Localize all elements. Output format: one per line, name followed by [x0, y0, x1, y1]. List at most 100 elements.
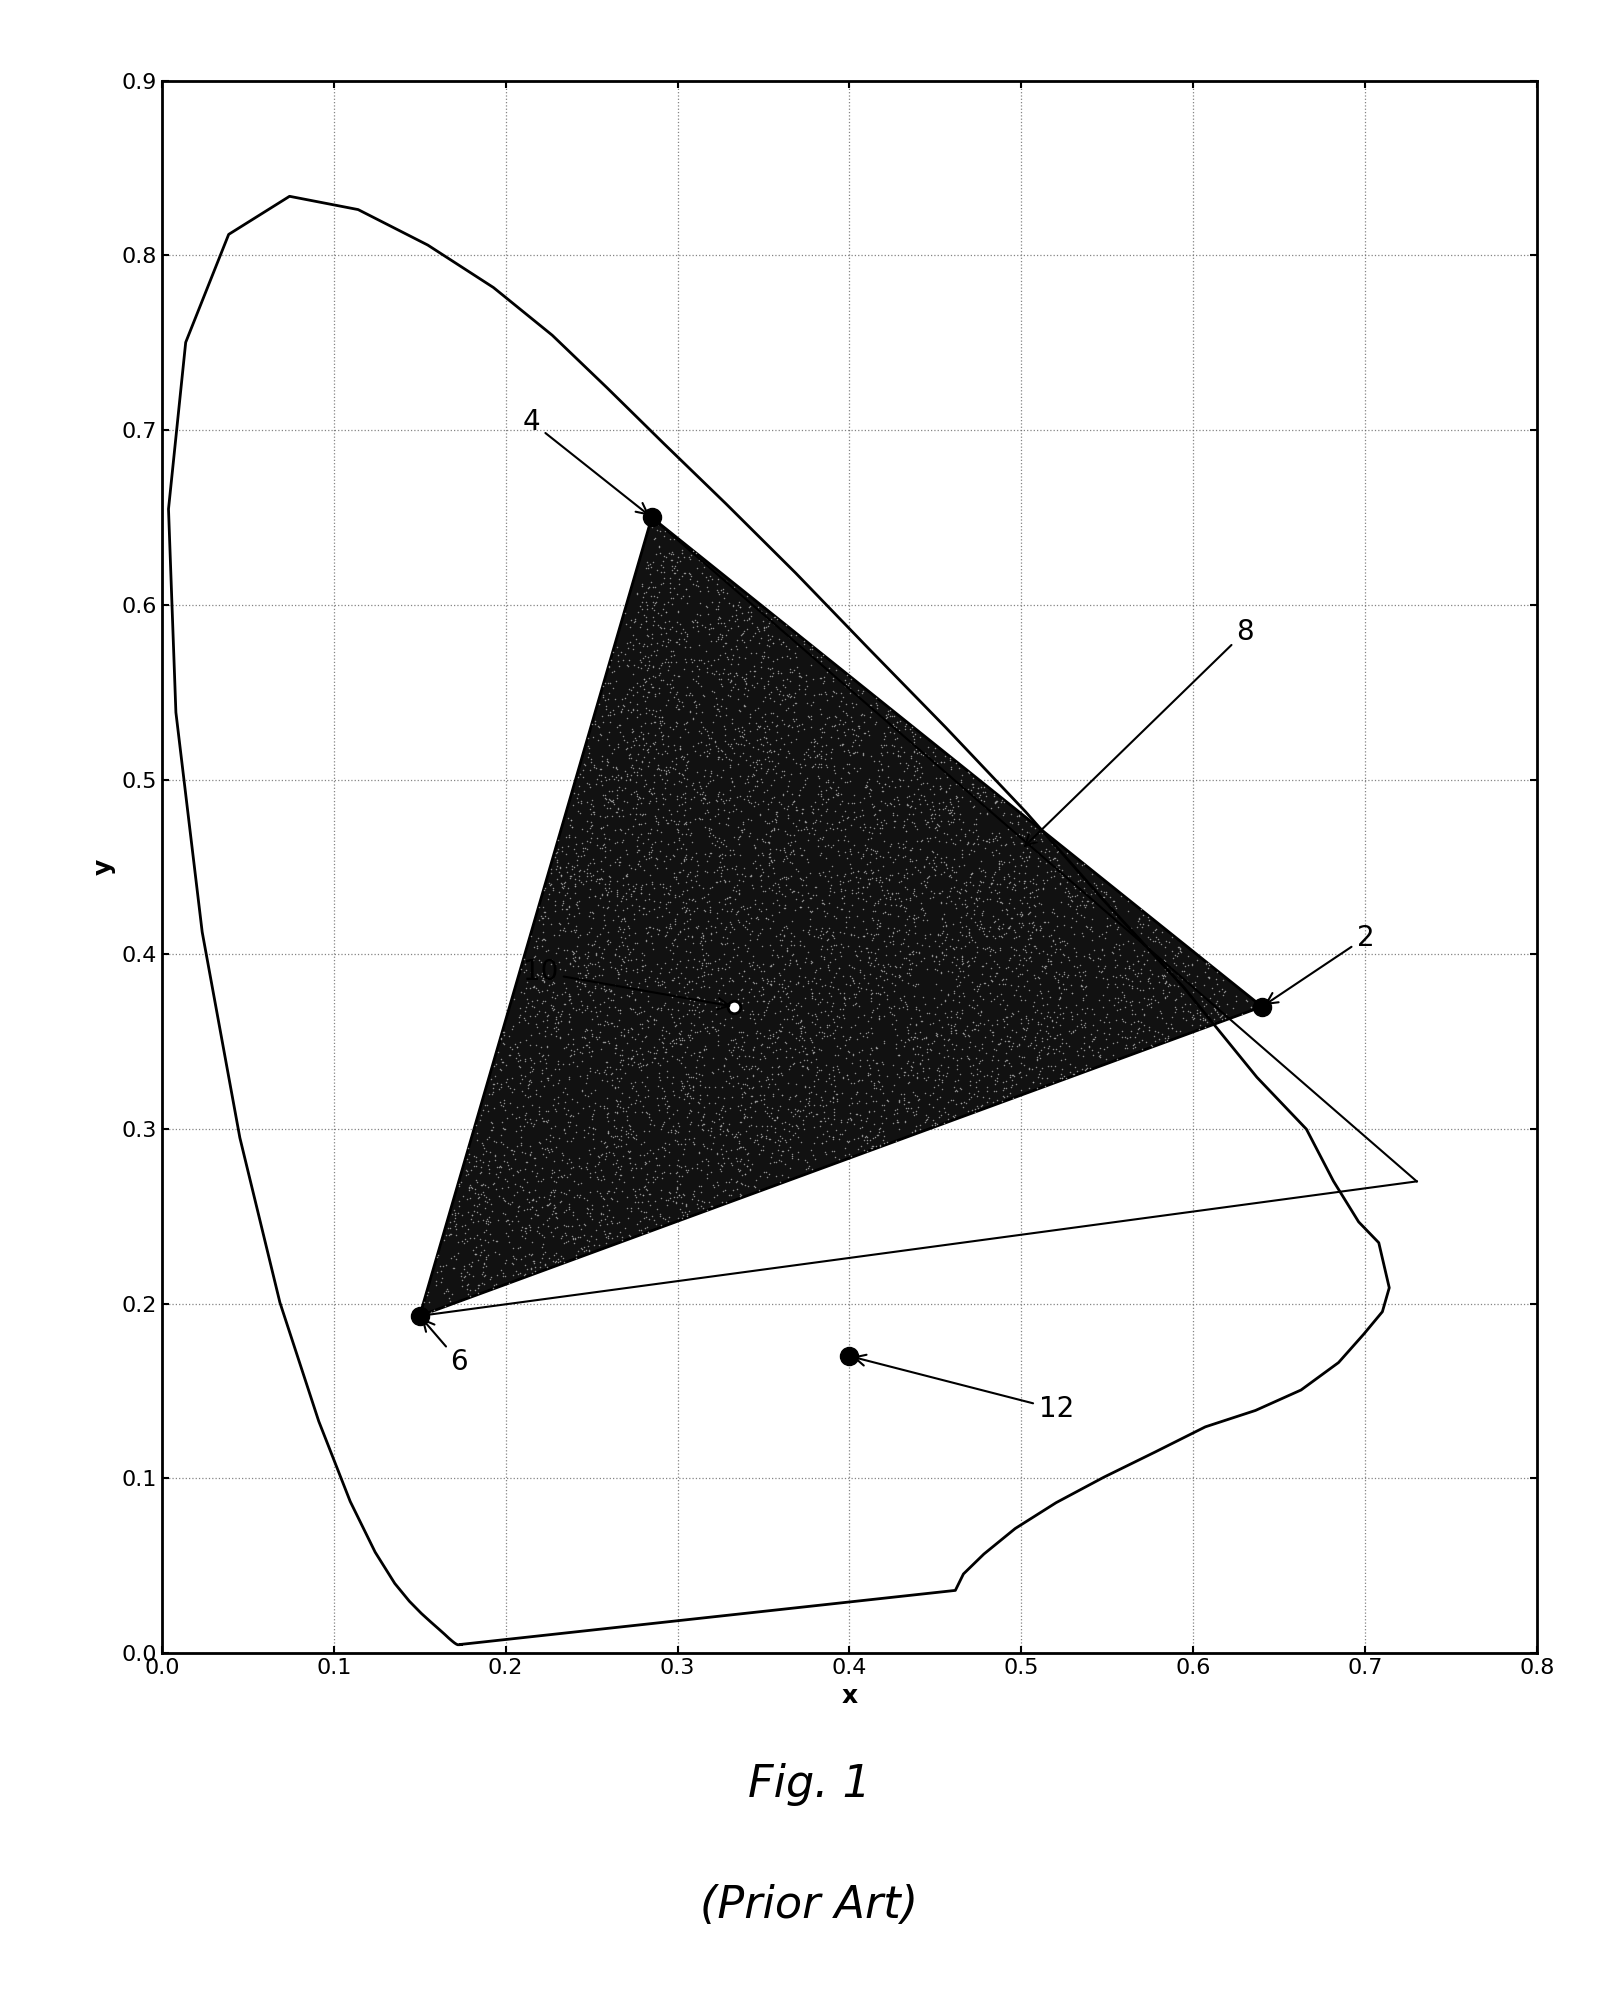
Point — [723, 657, 749, 689]
Point — [866, 853, 892, 885]
Point — [633, 577, 659, 609]
Point — [846, 990, 872, 1022]
Point — [657, 1181, 683, 1214]
Point — [846, 943, 872, 976]
Point — [909, 825, 935, 857]
Point — [895, 748, 921, 780]
Point — [801, 1070, 827, 1103]
Point — [934, 841, 959, 873]
Point — [657, 909, 683, 941]
Point — [898, 790, 924, 823]
Point — [1071, 1008, 1097, 1040]
Point — [1125, 939, 1150, 972]
Point — [521, 941, 547, 974]
Point — [927, 810, 953, 843]
Point — [984, 958, 1010, 990]
Point — [832, 794, 858, 827]
Point — [801, 919, 827, 952]
Point — [680, 702, 705, 734]
Point — [646, 1149, 671, 1181]
Point — [735, 1101, 760, 1133]
Point — [925, 877, 951, 909]
Point — [838, 857, 864, 889]
Point — [1042, 996, 1068, 1028]
Point — [1194, 948, 1220, 980]
Point — [968, 1054, 993, 1087]
Point — [916, 847, 942, 879]
Point — [553, 901, 579, 933]
Point — [705, 593, 731, 625]
Point — [493, 1218, 519, 1250]
Point — [542, 1052, 568, 1085]
Point — [799, 796, 825, 829]
Point — [796, 1070, 822, 1103]
Point — [1047, 1018, 1073, 1050]
Point — [563, 915, 589, 948]
Point — [1113, 984, 1139, 1016]
Point — [472, 1181, 498, 1214]
Point — [777, 653, 803, 685]
Point — [718, 893, 744, 925]
Point — [529, 1101, 555, 1133]
Point — [1026, 962, 1052, 994]
Point — [757, 1147, 783, 1179]
Point — [587, 833, 613, 865]
Point — [922, 925, 948, 958]
Point — [1146, 986, 1171, 1018]
Point — [992, 1046, 1018, 1079]
Point — [733, 1115, 759, 1147]
Point — [990, 907, 1016, 939]
Point — [581, 1228, 607, 1260]
Point — [848, 935, 874, 968]
Point — [660, 728, 686, 760]
Point — [469, 1127, 495, 1159]
Point — [587, 881, 613, 913]
Point — [524, 1008, 550, 1040]
Point — [885, 1107, 911, 1139]
Point — [613, 1115, 639, 1147]
Point — [817, 651, 843, 683]
Point — [647, 514, 673, 546]
Point — [709, 927, 735, 960]
Point — [608, 1175, 634, 1208]
Point — [741, 758, 767, 790]
Point — [759, 1050, 785, 1083]
Point — [961, 790, 987, 823]
Point — [553, 877, 579, 909]
Point — [531, 873, 557, 905]
Point — [804, 954, 830, 986]
Point — [663, 1026, 689, 1058]
Point — [793, 659, 819, 691]
Point — [788, 792, 814, 825]
Point — [654, 1183, 680, 1216]
Point — [814, 1020, 840, 1052]
Point — [765, 1123, 791, 1155]
Point — [539, 869, 565, 901]
Point — [678, 1105, 704, 1137]
Point — [629, 798, 655, 831]
Point — [1150, 943, 1176, 976]
Point — [854, 770, 880, 802]
Point — [466, 1268, 492, 1300]
Point — [510, 1135, 536, 1167]
Point — [1036, 996, 1061, 1028]
Point — [841, 1123, 867, 1155]
Point — [778, 712, 804, 744]
Point — [628, 758, 654, 790]
Point — [519, 1183, 545, 1216]
Point — [1053, 962, 1079, 994]
Point — [885, 740, 911, 772]
Point — [550, 1242, 576, 1274]
Point — [950, 806, 976, 839]
Point — [644, 554, 670, 587]
Point — [769, 1014, 794, 1046]
Point — [657, 516, 683, 548]
Point — [730, 986, 756, 1018]
Point — [526, 1036, 552, 1068]
Point — [754, 742, 780, 774]
Point — [722, 883, 748, 915]
Point — [883, 1028, 909, 1060]
Point — [1042, 960, 1068, 992]
Point — [667, 562, 693, 595]
Point — [641, 766, 667, 798]
